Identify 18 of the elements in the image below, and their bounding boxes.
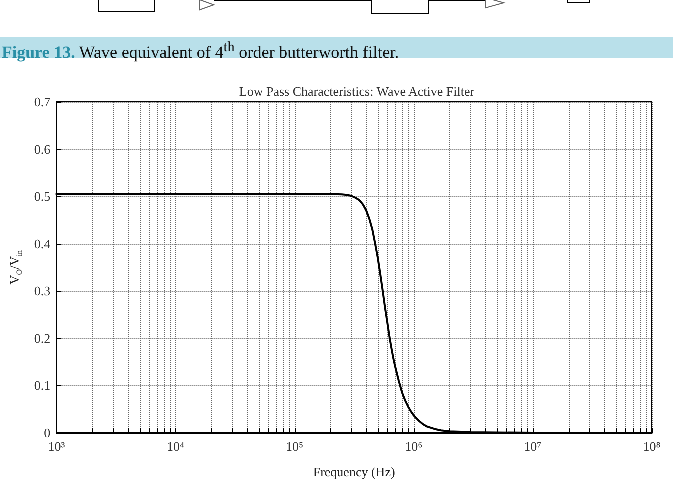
x-tick-label: 10⁷: [524, 439, 542, 454]
y-tick-label: 0.1: [34, 378, 51, 394]
y-tick-label: 0.7: [34, 94, 52, 110]
y-tick-label: 0.5: [34, 189, 51, 204]
x-tick-label: 10⁵: [286, 439, 304, 454]
y-tick-label: 0.4: [34, 236, 52, 252]
x-tick-label: 10⁴: [166, 439, 185, 454]
x-axis-title: Frequency (Hz): [313, 464, 396, 480]
caption: Figure 13. Wave equivalent of 4$^{th}$ order butterworth filter.: [2, 39, 400, 62]
x-tick-label: 10⁶: [405, 439, 423, 454]
y-tick-label: 0.2: [34, 330, 51, 346]
y-tick-label: 0.3: [34, 284, 51, 299]
y-tick-label: 0.6: [34, 142, 52, 157]
x-tick-label: 10³: [48, 439, 66, 454]
y-axis-title: VO/Vin: [7, 250, 24, 285]
chart-title: Low Pass Characteristics: Wave Active Filter: [239, 84, 476, 99]
y-tick-label: 0: [44, 426, 51, 440]
x-tick-label: 10⁸: [643, 439, 662, 454]
